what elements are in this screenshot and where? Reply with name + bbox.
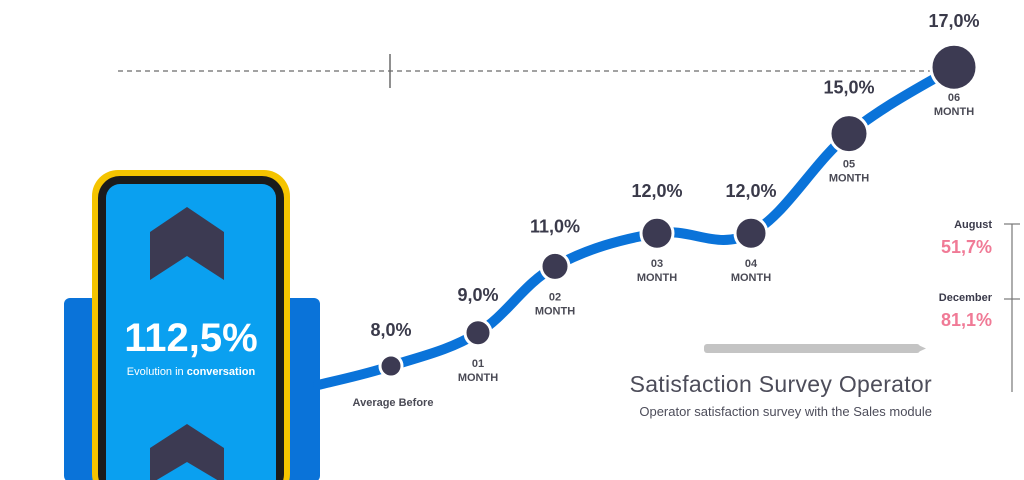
data-point-1 (463, 318, 493, 348)
category-label-4-1: MONTH (731, 272, 771, 284)
side-stat-label-december: December (939, 292, 993, 304)
phone-device: 112,5% Evolution in conversation (92, 170, 290, 480)
category-label-0-0: Average Before (353, 397, 434, 409)
data-point-6 (929, 42, 979, 92)
decorative-bar-tip (916, 344, 926, 353)
data-point-3 (639, 215, 675, 251)
category-label-2-1: MONTH (535, 305, 575, 317)
highlight-value: 112,5% (124, 316, 257, 360)
data-point-0 (378, 353, 404, 379)
category-label-2-0: 02 (549, 291, 561, 303)
side-stat-value-august: 51,7% (941, 237, 992, 257)
chart-subtitle: Operator satisfaction survey with the Sa… (639, 404, 932, 419)
category-label-5-0: 05 (843, 159, 855, 171)
category-label-4-0: 04 (745, 258, 758, 270)
chevron-up-icon (150, 207, 224, 280)
category-label-1-0: 01 (472, 358, 484, 370)
series-line (313, 62, 959, 390)
category-label-3-0: 03 (651, 258, 663, 270)
chevron-up-icon (150, 424, 224, 480)
data-label-5: 15,0% (823, 78, 874, 98)
chart-title: Satisfaction Survey Operator (630, 371, 932, 397)
data-label-4: 12,0% (725, 181, 776, 201)
category-label-6-1: MONTH (934, 106, 974, 118)
data-label-2: 11,0% (530, 216, 580, 236)
data-label-1: 9,0% (457, 285, 498, 305)
data-point-5 (828, 113, 870, 155)
highlight-caption-prefix: Evolution in (127, 366, 187, 378)
highlight-caption-bold: conversation (187, 366, 256, 378)
data-point-2 (539, 250, 571, 282)
category-label-3-1: MONTH (637, 272, 677, 284)
side-stat-label-august: August (954, 219, 992, 231)
side-stat-value-december: 81,1% (941, 310, 992, 330)
category-label-1-1: MONTH (458, 372, 498, 384)
decorative-bar (704, 344, 920, 353)
data-point-4 (733, 215, 769, 251)
data-label-0: 8,0% (370, 320, 411, 340)
data-label-6: 17,0% (928, 11, 979, 31)
highlight-caption: Evolution in conversation (127, 366, 256, 378)
category-label-5-1: MONTH (829, 173, 869, 185)
data-label-3: 12,0% (631, 181, 682, 201)
category-label-6-0: 06 (948, 92, 960, 104)
series-marks: 8,0% Average Before 9,0% 01 MONTH 11,0% 02 MONT… (353, 11, 980, 409)
